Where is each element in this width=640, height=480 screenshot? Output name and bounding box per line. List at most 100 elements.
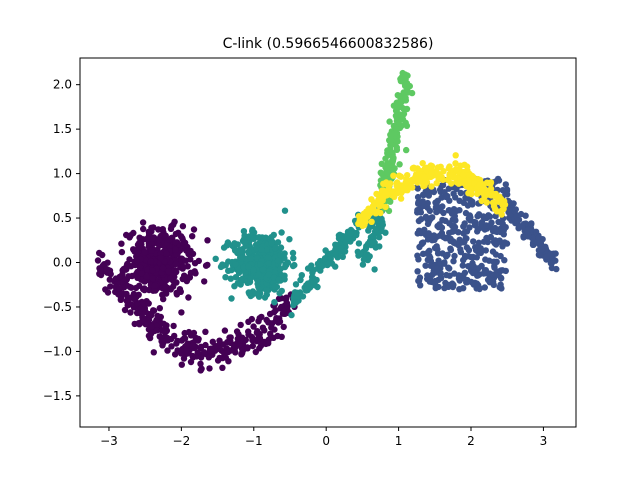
data-point bbox=[379, 221, 386, 229]
data-point bbox=[178, 309, 185, 316]
data-point bbox=[165, 267, 172, 275]
data-point bbox=[442, 253, 450, 260]
data-point bbox=[147, 312, 155, 319]
data-point bbox=[535, 234, 543, 241]
data-point bbox=[221, 327, 229, 334]
data-point bbox=[148, 247, 155, 254]
data-point bbox=[501, 201, 509, 208]
data-point bbox=[186, 274, 194, 281]
data-point bbox=[431, 269, 439, 276]
data-point bbox=[446, 272, 453, 279]
data-point bbox=[267, 330, 274, 337]
data-point bbox=[286, 236, 293, 243]
data-point bbox=[463, 163, 471, 170]
y-tick-label: 1.5 bbox=[53, 122, 72, 136]
data-point bbox=[491, 237, 498, 244]
data-point bbox=[162, 283, 169, 290]
data-point bbox=[384, 162, 391, 170]
data-point bbox=[268, 234, 275, 241]
data-point bbox=[182, 257, 189, 264]
data-point bbox=[455, 180, 462, 187]
data-point bbox=[474, 282, 482, 289]
data-point bbox=[461, 252, 469, 260]
data-point bbox=[445, 264, 452, 271]
data-point bbox=[392, 112, 400, 120]
data-point bbox=[192, 270, 199, 277]
data-point bbox=[414, 268, 421, 275]
data-point bbox=[342, 239, 349, 246]
data-point bbox=[271, 299, 278, 306]
data-point bbox=[212, 255, 219, 262]
data-point bbox=[376, 197, 383, 204]
data-point bbox=[150, 349, 157, 356]
data-point bbox=[125, 273, 132, 280]
data-point bbox=[168, 343, 175, 350]
data-point bbox=[146, 230, 153, 237]
data-point bbox=[410, 164, 417, 172]
data-point bbox=[416, 228, 423, 235]
data-point bbox=[274, 332, 281, 340]
data-point bbox=[284, 259, 292, 266]
data-point bbox=[498, 211, 505, 218]
data-point bbox=[424, 199, 431, 207]
data-point bbox=[416, 243, 423, 251]
data-point bbox=[293, 290, 301, 297]
data-point bbox=[476, 181, 483, 188]
data-point bbox=[461, 180, 468, 187]
data-point bbox=[498, 275, 505, 282]
data-point bbox=[118, 248, 126, 256]
x-tick-label: −2 bbox=[173, 434, 191, 448]
data-point bbox=[247, 255, 255, 262]
data-point bbox=[502, 189, 509, 196]
data-point bbox=[134, 274, 141, 281]
data-point bbox=[496, 284, 503, 291]
data-point bbox=[250, 323, 257, 330]
data-point bbox=[117, 296, 125, 303]
data-point bbox=[385, 151, 392, 159]
data-point bbox=[139, 219, 147, 226]
data-point bbox=[445, 165, 452, 172]
data-point bbox=[153, 327, 160, 334]
data-point bbox=[463, 228, 471, 235]
data-point bbox=[452, 166, 460, 173]
data-point bbox=[403, 105, 411, 113]
data-point bbox=[163, 250, 170, 257]
data-point bbox=[281, 250, 288, 257]
data-point bbox=[440, 168, 447, 175]
data-point bbox=[126, 234, 133, 241]
data-point bbox=[360, 210, 368, 217]
data-point bbox=[232, 261, 239, 268]
data-point bbox=[393, 125, 400, 132]
data-point bbox=[445, 177, 452, 184]
data-point bbox=[126, 256, 133, 263]
x-tick-label: −3 bbox=[100, 434, 118, 448]
data-point bbox=[387, 137, 395, 144]
data-point bbox=[450, 258, 457, 265]
data-point bbox=[341, 248, 349, 255]
data-point bbox=[173, 279, 180, 286]
data-point bbox=[249, 337, 256, 344]
data-point bbox=[179, 223, 187, 230]
data-point bbox=[201, 278, 208, 285]
data-point bbox=[469, 198, 476, 205]
data-point bbox=[274, 257, 282, 264]
data-point bbox=[434, 250, 442, 257]
data-point bbox=[390, 172, 397, 179]
data-point bbox=[189, 342, 197, 349]
data-point bbox=[492, 251, 500, 258]
data-point bbox=[151, 282, 159, 289]
data-point bbox=[414, 252, 421, 259]
data-point bbox=[103, 265, 110, 273]
data-point bbox=[470, 263, 477, 270]
data-point bbox=[221, 350, 228, 357]
y-tick-label: −0.5 bbox=[43, 300, 72, 314]
data-point bbox=[170, 322, 177, 330]
data-point bbox=[250, 266, 257, 273]
data-point bbox=[234, 335, 241, 342]
data-point bbox=[426, 278, 433, 285]
data-point bbox=[227, 275, 234, 282]
data-point bbox=[376, 243, 383, 250]
data-point bbox=[451, 212, 458, 220]
data-point bbox=[244, 344, 251, 351]
data-point bbox=[270, 274, 277, 281]
